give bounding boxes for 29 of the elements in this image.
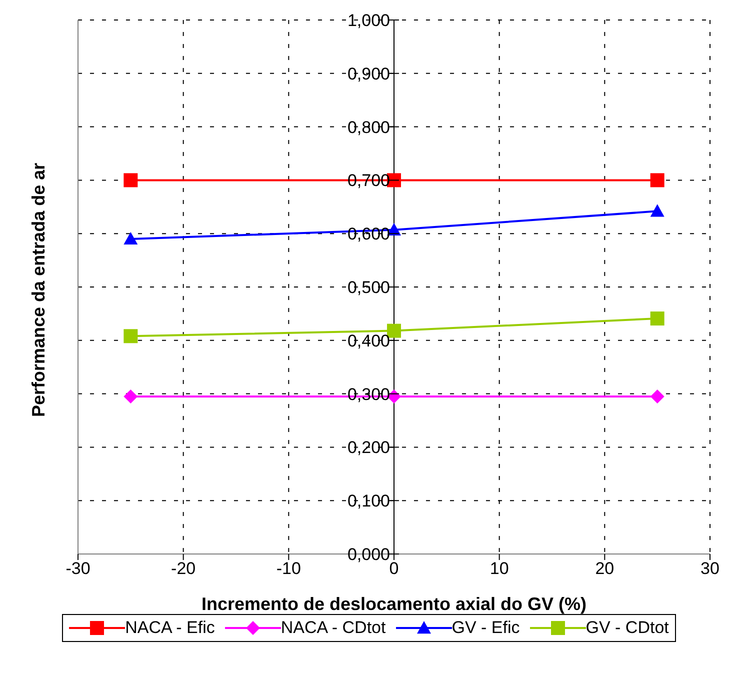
legend-label: NACA - Efic: [125, 618, 215, 638]
point: [124, 232, 138, 245]
legend-label: NACA - CDtot: [280, 618, 386, 638]
y-tick-label: 0,800: [347, 118, 390, 137]
y-tick-label: 1,000: [347, 11, 390, 30]
point: [650, 389, 664, 404]
y-axis-title: Performance da entrada de ar: [28, 162, 48, 417]
point: [650, 204, 664, 217]
x-tick-label: 0: [389, 559, 399, 578]
x-tick-label: -20: [171, 559, 196, 578]
x-tick-label: -30: [66, 559, 90, 578]
y-tick-label: 0,000: [347, 545, 390, 564]
y-tick-label: 0,200: [347, 438, 390, 458]
x-tick-label: 20: [595, 559, 614, 578]
point: [124, 329, 138, 344]
y-tick-label: 0,500: [347, 278, 390, 297]
point: [650, 173, 664, 188]
x-tick-label: -10: [276, 559, 301, 578]
y-tick-label: 0,900: [347, 64, 390, 84]
y-tick-label: 0,400: [347, 331, 390, 350]
point: [124, 173, 138, 188]
x-tick-label: 10: [490, 559, 509, 578]
point: [124, 389, 138, 404]
legend-label: GV - CDtot: [586, 618, 669, 638]
x-axis-title: Incremento de deslocamento axial do GV (%): [201, 594, 587, 614]
x-tick-label: 30: [700, 559, 720, 578]
point: [650, 312, 664, 326]
y-tick-label: 0,100: [347, 492, 390, 511]
legend-label: GV - Efic: [452, 618, 520, 638]
